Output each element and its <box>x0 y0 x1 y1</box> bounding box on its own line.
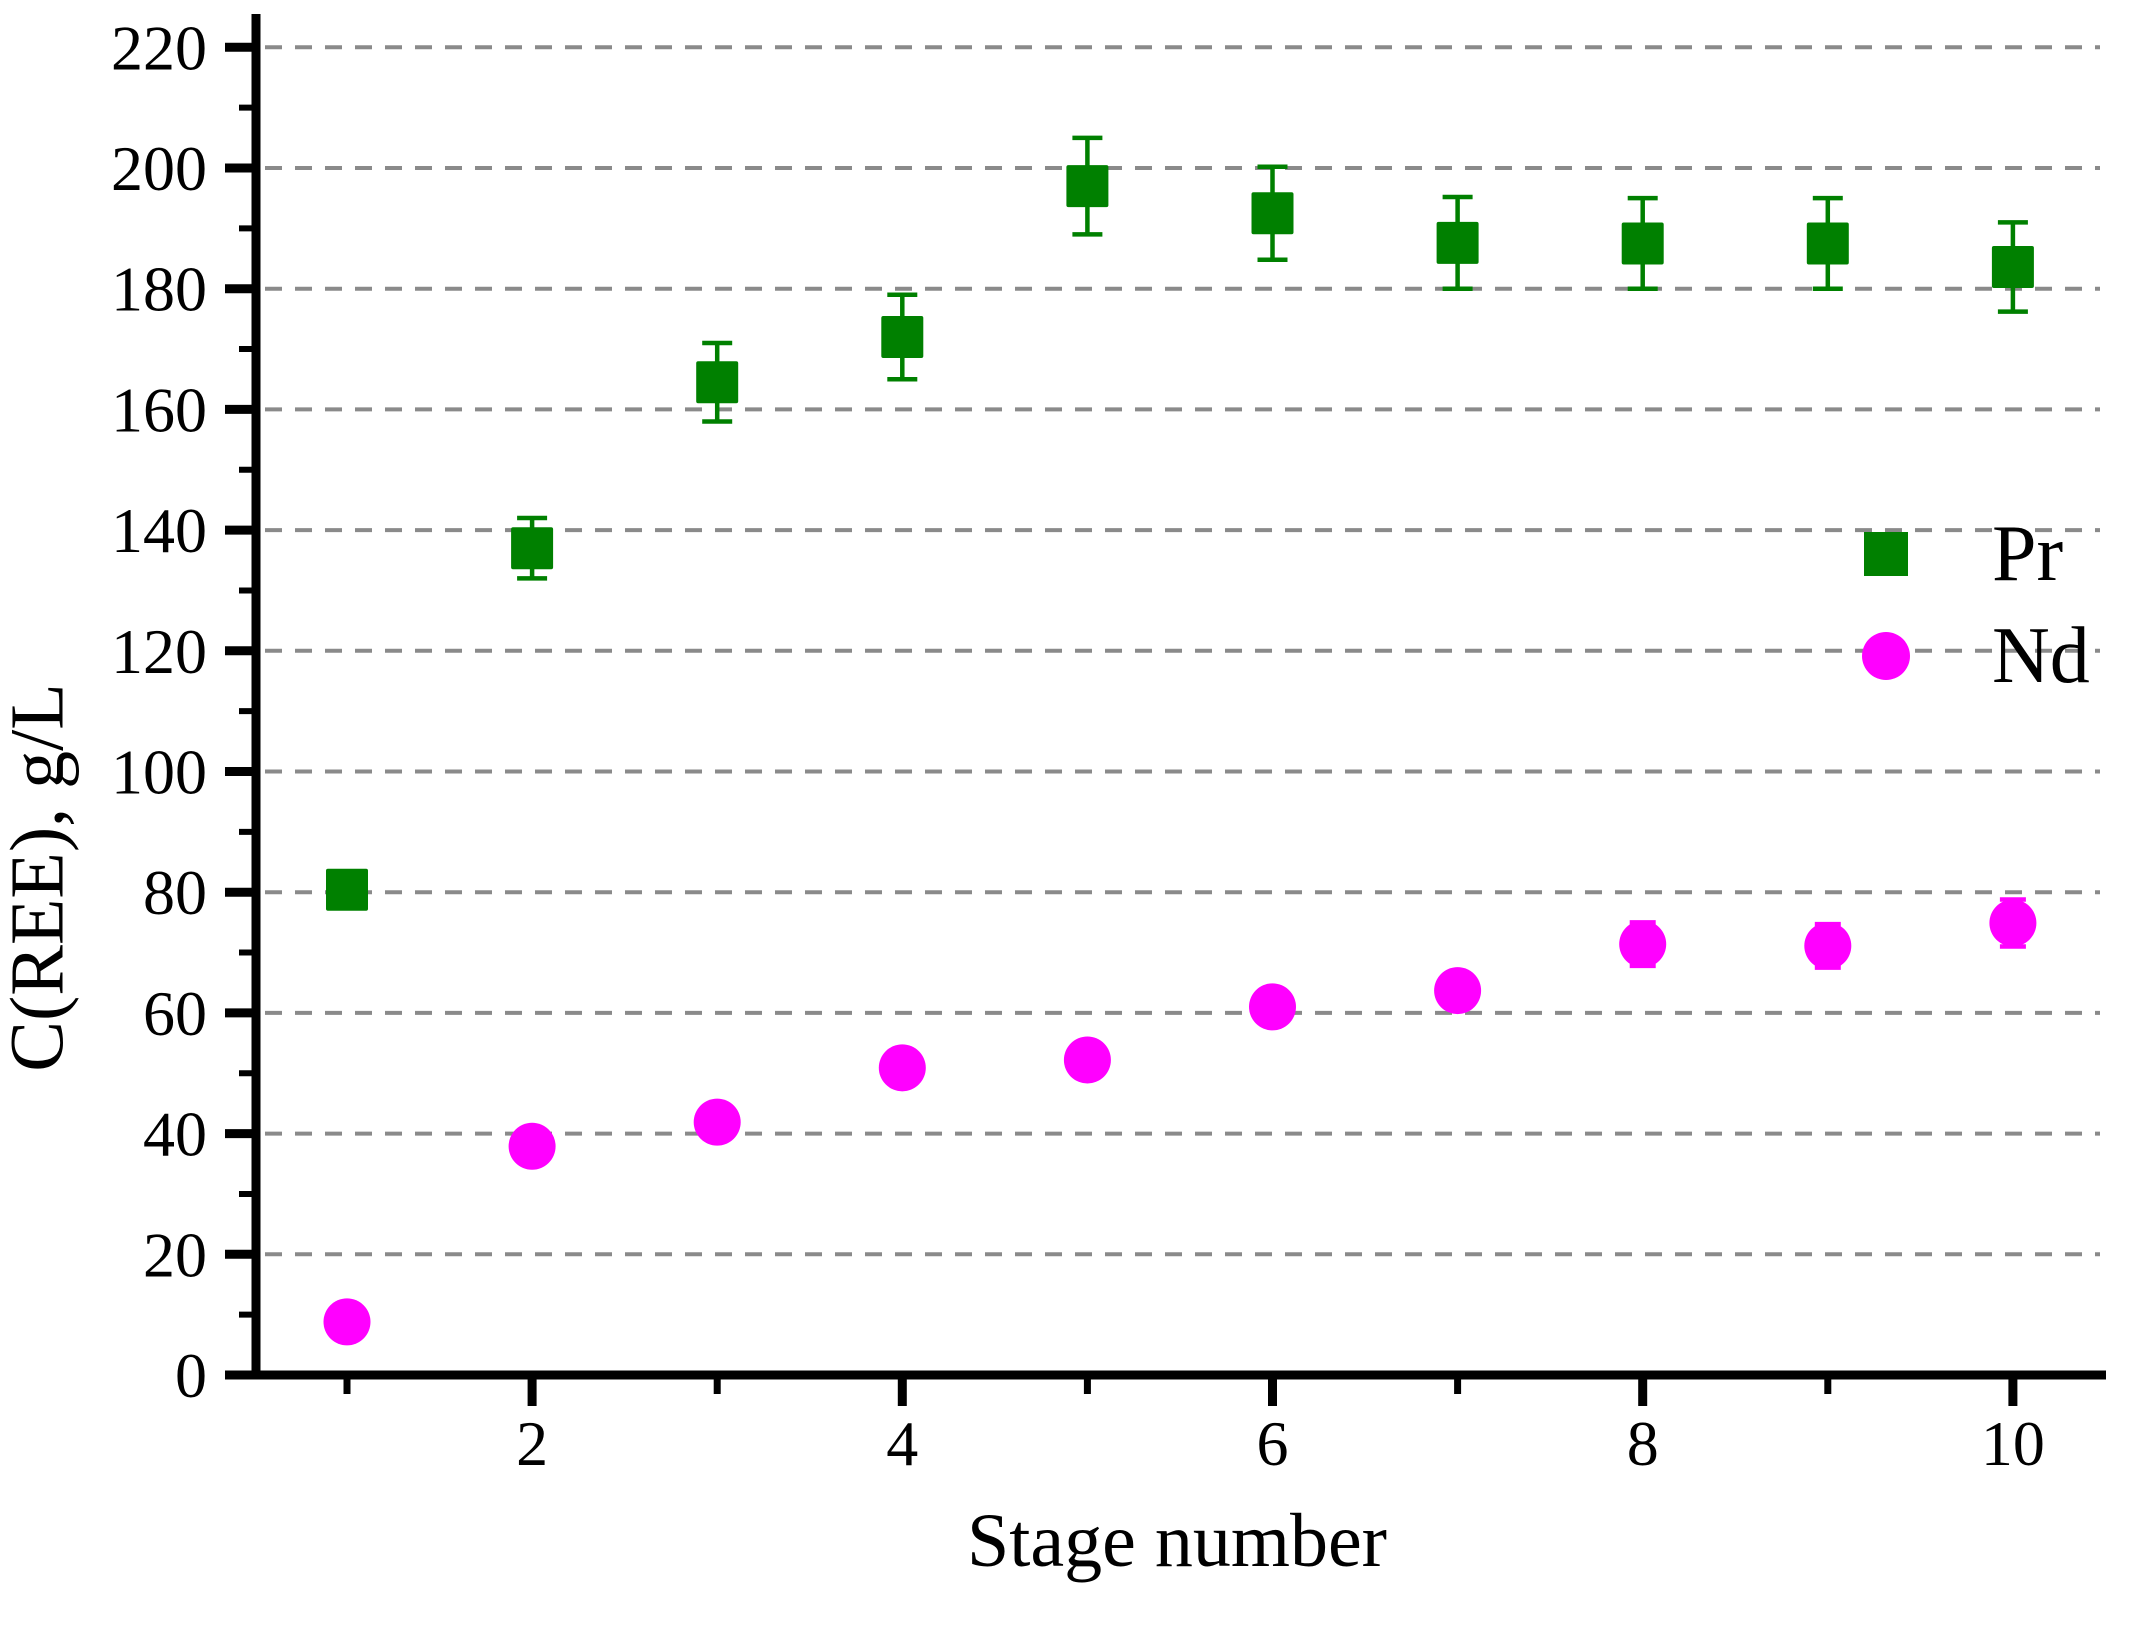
x-tick-label: 8 <box>1627 1408 1659 1479</box>
pr-data-point <box>696 361 739 404</box>
nd-data-point <box>1063 1036 1111 1084</box>
y-tick-label: 220 <box>111 12 207 83</box>
y-tick-label: 20 <box>143 1219 207 1290</box>
pr-data-point <box>881 315 924 358</box>
pr-square-marker-icon <box>1864 532 1908 576</box>
nd-data-point <box>693 1098 741 1146</box>
legend-row-pr: Pr <box>1862 514 2090 594</box>
nd-data-point <box>1619 920 1667 968</box>
nd-data-point <box>1434 967 1482 1015</box>
pr-data-point <box>1806 222 1849 265</box>
legend-row-nd: Nd <box>1862 616 2090 696</box>
y-tick-label: 0 <box>175 1340 207 1411</box>
nd-data-point <box>323 1298 371 1346</box>
pr-data-point <box>1066 165 1109 208</box>
y-tick-label: 100 <box>111 737 207 808</box>
y-tick-label: 200 <box>111 133 207 204</box>
y-tick-label: 60 <box>143 978 207 1049</box>
pr-data-point <box>1991 245 2034 288</box>
legend-label-nd: Nd <box>1992 612 2090 700</box>
legend-label-pr: Pr <box>1992 510 2064 598</box>
x-axis-title: Stage number <box>966 1499 1387 1583</box>
pr-data-point <box>1436 221 1479 264</box>
y-tick-label: 160 <box>111 374 207 445</box>
x-tick-label: 6 <box>1257 1408 1289 1479</box>
nd-data-point <box>878 1044 926 1092</box>
pr-data-point <box>1621 222 1664 265</box>
nd-circle-marker-icon <box>1862 632 1910 680</box>
nd-data-point <box>1249 983 1296 1031</box>
nd-data-point <box>1989 899 2037 947</box>
y-tick-label: 120 <box>111 616 207 687</box>
nd-data-point <box>1804 922 1852 970</box>
y-axis-title: C(REE), g/L <box>0 683 80 1072</box>
pr-data-point <box>1251 192 1294 235</box>
legend: Pr Nd <box>1862 514 2090 696</box>
nd-data-point <box>508 1122 556 1170</box>
y-tick-label: 180 <box>111 254 207 325</box>
y-tick-label: 140 <box>111 495 207 566</box>
pr-data-point <box>511 527 554 570</box>
x-tick-label: 4 <box>886 1408 918 1479</box>
y-tick-label: 40 <box>143 1099 207 1170</box>
pr-data-point <box>326 868 368 911</box>
x-tick-label: 2 <box>516 1408 548 1479</box>
x-tick-label: 10 <box>1981 1408 2045 1479</box>
y-tick-label: 80 <box>143 857 207 928</box>
